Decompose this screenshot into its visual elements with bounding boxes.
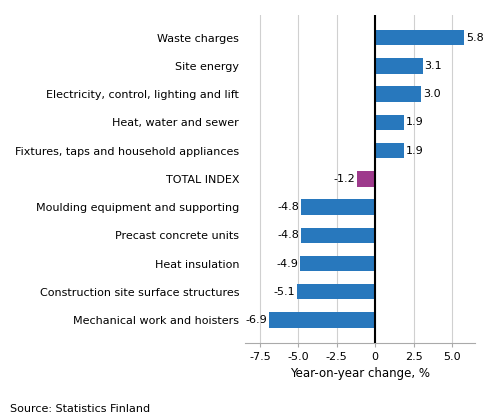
Bar — [302, 228, 375, 243]
Text: -4.8: -4.8 — [278, 230, 300, 240]
Text: 1.9: 1.9 — [406, 146, 424, 156]
Bar — [302, 199, 375, 215]
Bar — [300, 256, 375, 271]
Text: 1.9: 1.9 — [406, 117, 424, 127]
Text: -5.1: -5.1 — [274, 287, 295, 297]
X-axis label: Year-on-year change, %: Year-on-year change, % — [290, 367, 430, 380]
Bar — [375, 143, 404, 158]
Text: 5.8: 5.8 — [466, 32, 484, 43]
Text: -1.2: -1.2 — [333, 174, 355, 184]
Text: -4.8: -4.8 — [278, 202, 300, 212]
Bar — [375, 114, 404, 130]
Bar — [375, 30, 464, 45]
Text: -6.9: -6.9 — [246, 315, 267, 325]
Bar — [297, 284, 375, 300]
Bar — [269, 312, 375, 328]
Text: -4.9: -4.9 — [276, 258, 298, 268]
Bar — [375, 87, 422, 102]
Text: 3.0: 3.0 — [423, 89, 441, 99]
Text: Source: Statistics Finland: Source: Statistics Finland — [10, 404, 150, 414]
Bar — [357, 171, 375, 186]
Text: 3.1: 3.1 — [424, 61, 442, 71]
Bar — [375, 58, 423, 74]
